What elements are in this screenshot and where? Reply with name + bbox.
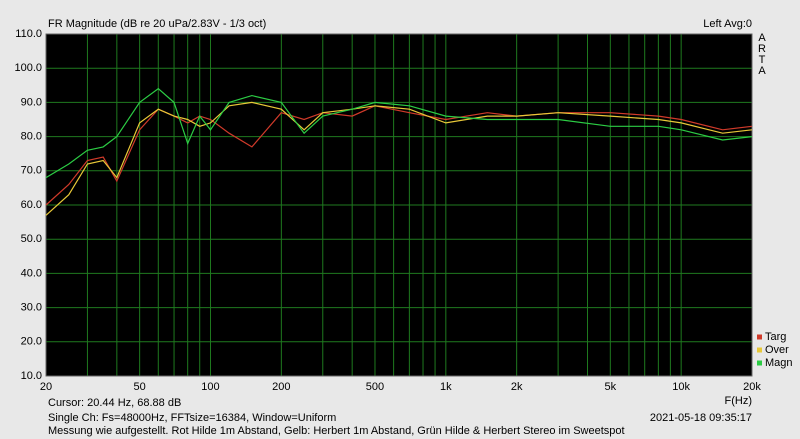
x-tick-label: 5k — [605, 381, 617, 393]
y-tick-label: 50.0 — [21, 233, 42, 245]
x-tick-label: 50 — [134, 381, 146, 393]
note: Messung wie aufgestellt. Rot Hilde 1m Ab… — [48, 425, 625, 437]
series-line — [45, 105, 753, 206]
y-tick-label: 30.0 — [21, 302, 42, 314]
x-tick-label: 20k — [743, 381, 761, 393]
y-tick-label: 80.0 — [21, 131, 42, 143]
x-axis-label: F(Hz) — [725, 395, 753, 407]
legend-label: Magn — [765, 357, 793, 369]
timestamp: 2021-05-18 09:35:17 — [650, 412, 752, 424]
y-tick-label: 20.0 — [21, 336, 42, 348]
x-tick-label: 1k — [440, 381, 452, 393]
y-tick-label: 90.0 — [21, 96, 42, 108]
chart-title: FR Magnitude (dB re 20 uPa/2.83V - 1/3 o… — [48, 18, 266, 30]
y-tick-label: 10.0 — [21, 370, 42, 382]
brand: ARTA — [756, 32, 768, 76]
channel-info: Left Avg:0 — [703, 18, 752, 30]
legend-label: Targ — [765, 331, 786, 343]
x-tick-label: 2k — [511, 381, 523, 393]
x-tick-label: 200 — [272, 381, 290, 393]
cursor-readout: Cursor: 20.44 Hz, 68.88 dB — [48, 397, 181, 409]
y-tick-label: 100.0 — [14, 62, 42, 74]
x-tick-label: 20 — [40, 381, 52, 393]
y-tick-label: 110.0 — [15, 28, 42, 40]
y-tick-label: 40.0 — [21, 267, 42, 279]
x-tick-label: 10k — [672, 381, 690, 393]
y-tick-label: 70.0 — [21, 165, 42, 177]
series-line — [45, 101, 753, 216]
series-line — [45, 87, 753, 179]
x-tick-label: 100 — [201, 381, 219, 393]
legend-swatch — [757, 360, 762, 366]
legend-swatch — [757, 347, 762, 353]
y-tick-label: 60.0 — [21, 199, 42, 211]
x-tick-label: 500 — [366, 381, 384, 393]
measurement-info: Single Ch: Fs=48000Hz, FFTsize=16384, Wi… — [48, 412, 336, 424]
legend-swatch — [757, 334, 762, 340]
legend-label: Over — [765, 344, 789, 356]
